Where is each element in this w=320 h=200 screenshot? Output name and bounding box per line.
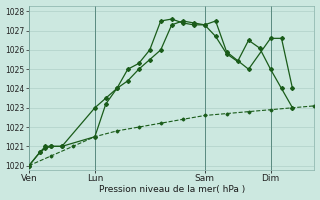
X-axis label: Pression niveau de la mer( hPa ): Pression niveau de la mer( hPa ) (99, 185, 245, 194)
